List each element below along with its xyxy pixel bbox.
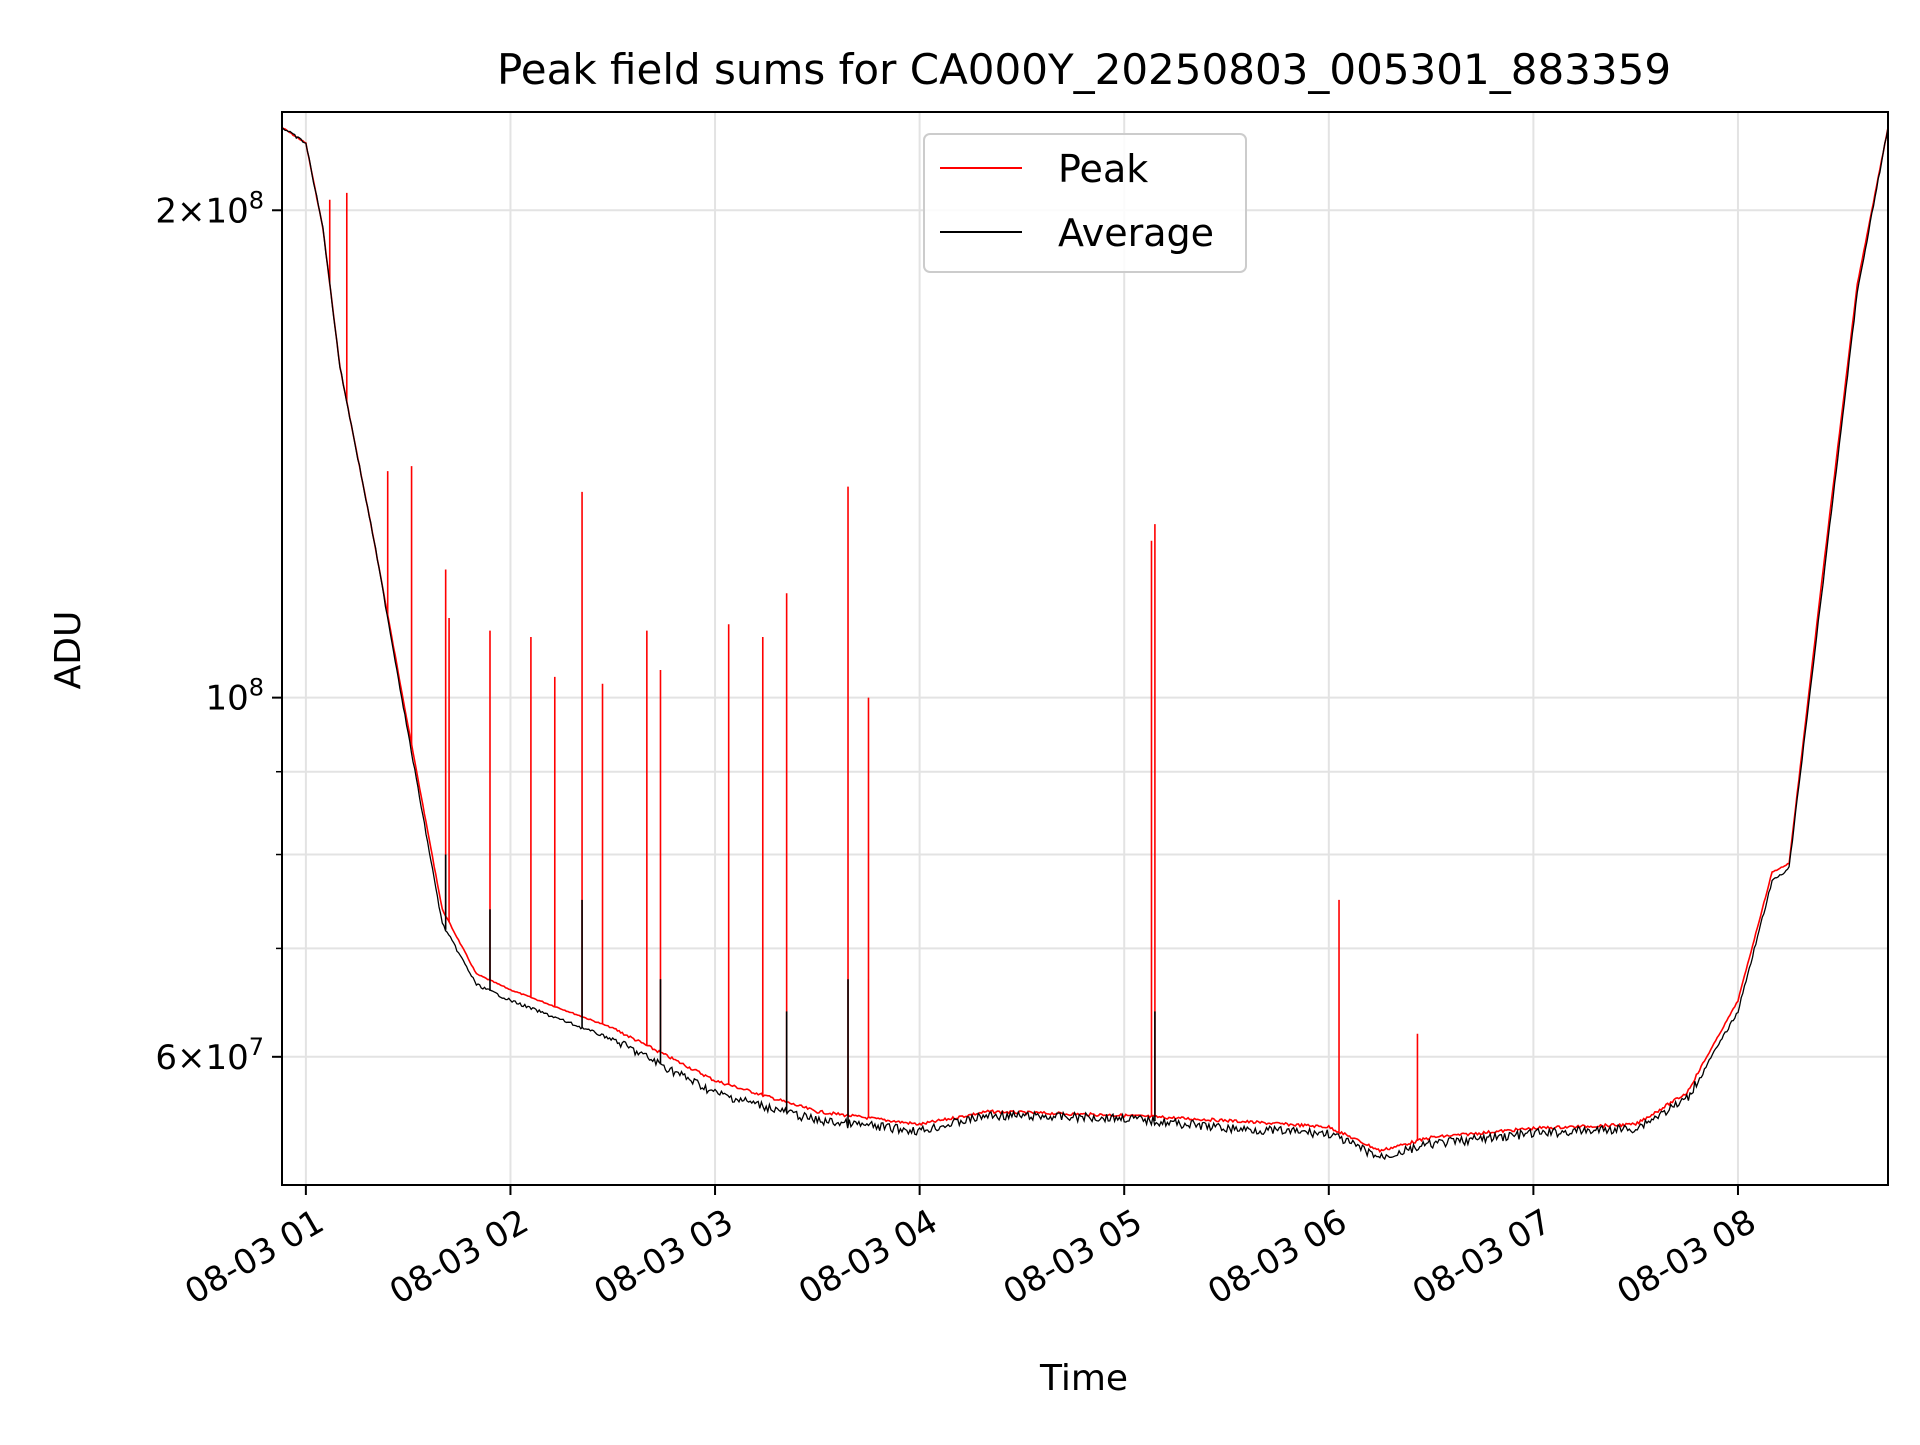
plot-frame	[281, 111, 1889, 1186]
legend-average-label: Average	[1058, 211, 1214, 255]
chart-title: Peak field sums for CA000Y_20250803_0053…	[497, 45, 1671, 94]
y-tick-label: 2×108	[155, 186, 264, 231]
legend-peak-label: Peak	[1058, 147, 1148, 191]
series-average-line	[281, 127, 1889, 1161]
y-tick-label: 108	[205, 674, 264, 719]
legend: Peak Average	[923, 133, 1247, 273]
y-tick-label: 6×107	[155, 1033, 264, 1078]
y-axis: 6×107 108 2×108	[155, 186, 282, 1078]
x-axis-label: Time	[1039, 1358, 1128, 1399]
y-axis-label: ADU	[48, 611, 89, 690]
series-lines	[281, 126, 1889, 1161]
